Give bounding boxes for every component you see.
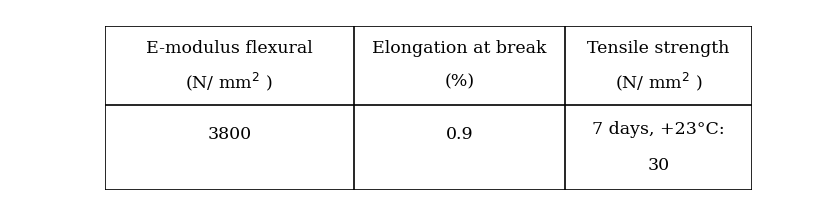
Text: Elongation at break: Elongation at break [372,40,547,57]
Text: 3800: 3800 [207,126,252,143]
Text: (N/ mm$^2$ ): (N/ mm$^2$ ) [614,71,702,93]
Text: E-modulus flexural: E-modulus flexural [145,40,313,57]
Text: (%): (%) [444,73,474,90]
Text: 30: 30 [647,157,670,174]
Text: Tensile strength: Tensile strength [587,40,730,57]
Text: (N/ mm$^2$ ): (N/ mm$^2$ ) [186,71,273,93]
Text: 0.9: 0.9 [446,126,473,143]
Text: 7 days, +23°C:: 7 days, +23°C: [592,121,725,138]
